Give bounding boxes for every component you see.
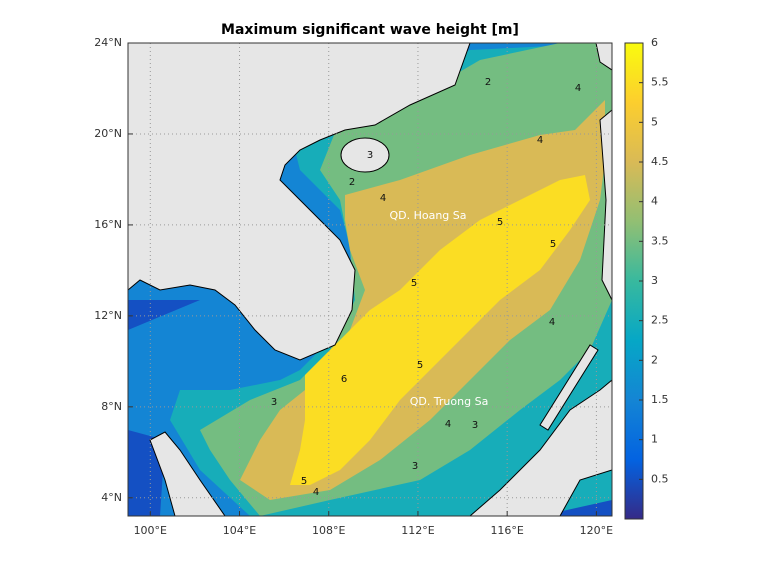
y-tick-label: 20°N [94,127,122,140]
colorbar-tick-label: 4 [651,195,658,208]
axes-frame [127,42,613,517]
contour-label: 2 [349,177,355,188]
contour-label: 4 [445,419,451,430]
x-tick-label: 104°E [223,524,256,537]
contour-label: 3 [472,420,478,431]
map-title: Maximum significant wave height [m] [221,22,519,38]
x-tick-label: 112°E [401,524,434,537]
y-tick-label: 12°N [94,309,122,322]
colorbar-tick-label: 6 [651,36,658,49]
colorbar-tick-label: 3 [651,274,658,287]
land-mass [340,137,390,173]
x-tick-label: 108°E [312,524,345,537]
colorbar-tick-label: 0.5 [651,472,669,485]
x-tick-label: 116°E [490,524,523,537]
contour-label: 3 [271,397,277,408]
y-tick-label: 8°N [101,400,122,413]
land-mass [469,379,612,516]
y-tick-label: 16°N [94,218,122,231]
land-mass [599,109,612,301]
colorbar-tick-label: 3.5 [651,234,669,247]
contour-label: 4 [537,135,543,146]
contour-label: 4 [380,193,386,204]
contour-label: 4 [575,83,581,94]
land-mass [539,344,599,431]
x-tick-label: 120°E [580,524,613,537]
colorbar-tick-label: 2 [651,353,658,366]
contour-label: 3 [367,150,373,161]
contour-label: 5 [301,476,307,487]
contour-label: 3 [412,461,418,472]
colorbar-tick-label: 4.5 [651,155,669,168]
contour-labels: 2 4 4 3 2 4 5 5 5 4 6 5 4 3 3 5 4 3 [271,77,581,498]
colorbar-tick-label: 5.5 [651,76,669,89]
y-tick-label: 24°N [94,36,122,49]
land-mass [128,43,471,361]
land [128,43,612,516]
contour-label: 5 [417,360,423,371]
colorbar-tick-label: 5 [651,115,658,128]
contour-label: 5 [550,239,556,250]
contour-label: 5 [411,278,417,289]
colorbar-tick-label: 2.5 [651,314,669,327]
annotation: QD. Truong Sa [410,395,489,408]
sea-level [128,300,200,330]
annotation: QD. Hoang Sa [389,209,466,222]
x-tick-label: 100°E [134,524,167,537]
sea-level [290,175,590,485]
contour-label: 5 [497,217,503,228]
colorbar-tick-label: 1 [651,433,658,446]
map-area [128,43,612,516]
contour-label: 6 [341,374,347,385]
contour-label: 4 [313,487,319,498]
contour-label: 4 [549,317,555,328]
land-mass [595,43,612,71]
colorbar-tick-label: 1.5 [651,393,669,406]
contour-label: 2 [485,77,491,88]
y-tick-label: 4°N [101,491,122,504]
